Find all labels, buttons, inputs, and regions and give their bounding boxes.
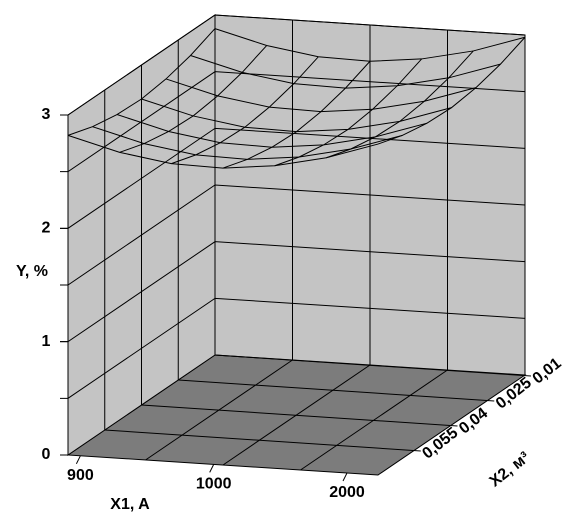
surface-column	[67, 28, 216, 136]
z-tick-label: 3	[42, 106, 51, 123]
x1-tick	[75, 455, 81, 465]
surface-column	[377, 36, 526, 145]
surface-column	[222, 60, 371, 169]
x1-axis-label: X1, A	[110, 496, 150, 513]
z-tick-label: 0	[42, 446, 51, 463]
x2-tick-label: 0,01	[530, 355, 565, 388]
x1-tick-label: 2000	[329, 484, 365, 501]
x2-grid-floor	[141, 404, 458, 427]
x2-grid-floor	[178, 379, 495, 402]
surface-column	[171, 56, 319, 165]
x2-grid-floor	[214, 354, 532, 377]
surface-column	[274, 58, 423, 167]
surface-column	[119, 45, 268, 153]
surface-column	[326, 50, 474, 159]
x1-tick-label: 900	[67, 467, 94, 484]
x1-tick	[209, 464, 215, 473]
z-tick-label: 1	[42, 333, 51, 350]
z-axis-label: Y, %	[16, 263, 48, 280]
x1-tick	[342, 472, 348, 482]
x1-tick-label: 1000	[196, 476, 232, 493]
x2-axis-label: X2, м³	[487, 449, 533, 490]
x2-grid-floor	[104, 429, 421, 452]
z-tick-label: 2	[42, 220, 51, 237]
